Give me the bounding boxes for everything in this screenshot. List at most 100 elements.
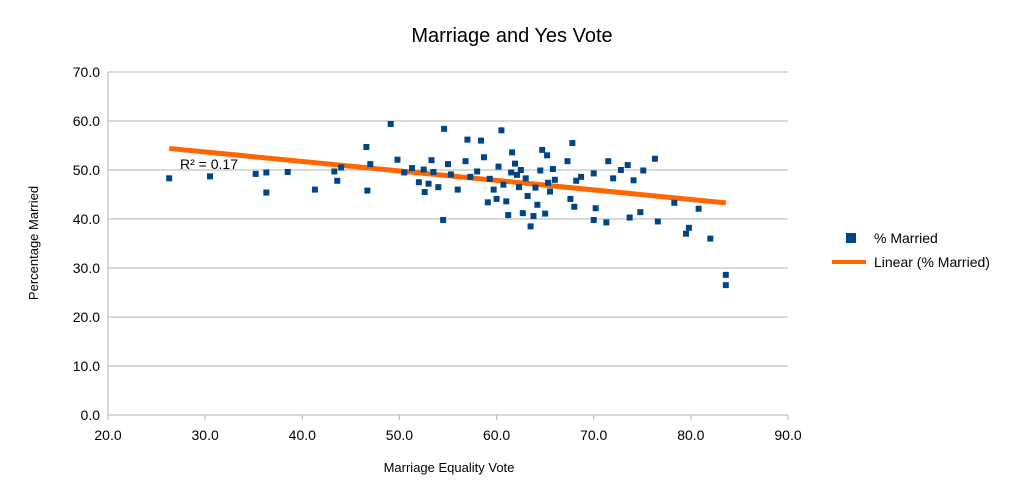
data-point [530,213,537,220]
data-point [707,235,714,242]
data-point [592,205,599,212]
data-point [505,212,512,219]
data-point [542,210,549,217]
y-tick-label: 50.0 [73,162,100,178]
data-point [338,164,345,171]
data-point [671,199,678,206]
data-point [605,158,612,165]
chart-title: Marriage and Yes Vote [411,25,612,47]
data-point [263,169,270,176]
data-point [252,170,259,177]
y-tick-label: 60.0 [73,113,100,129]
x-tick-label: 50.0 [386,427,413,443]
data-point [564,158,571,165]
legend-label-linear: Linear (% Married) [874,254,990,270]
data-point [394,156,401,163]
data-point [544,152,551,159]
data-point [547,188,553,195]
y-tick-label: 30.0 [73,260,100,276]
data-point [527,223,534,230]
data-point [513,171,520,178]
data-point [522,175,529,182]
data-points [166,120,729,289]
data-point [440,216,447,223]
data-point [421,189,428,196]
data-point [447,171,454,178]
axes [107,72,789,420]
data-point [493,195,500,202]
data-point [517,167,524,173]
data-point [519,210,526,217]
legend: % Married Linear (% Married) [832,230,990,270]
data-point [467,173,474,180]
x-axis-label: Marriage Equality Vote [384,460,515,475]
data-point [590,170,597,177]
data-point [441,125,448,132]
data-point [367,161,374,168]
data-point [364,187,371,194]
data-point [549,166,556,173]
gridlines [108,71,788,416]
data-point [567,195,574,202]
data-point [495,163,502,170]
trendline [168,145,727,206]
data-point [603,219,610,226]
x-tick-label: 60.0 [483,427,510,443]
x-tick-label: 70.0 [580,427,607,443]
data-point [420,166,427,173]
y-tick-label: 70.0 [73,64,100,80]
data-point [462,158,469,165]
data-point [484,199,491,206]
data-point [637,209,644,216]
data-point [284,168,291,175]
data-point [425,180,432,187]
data-point [409,165,416,172]
data-point [524,192,531,199]
data-point [512,160,519,167]
data-point [539,146,546,153]
data-point [590,216,597,223]
data-point [508,169,515,176]
data-point [503,198,510,205]
data-point [207,173,213,180]
y-tick-label: 0.0 [81,407,101,423]
data-point [331,168,338,175]
x-tick-label: 80.0 [677,427,704,443]
data-point [478,137,485,144]
legend-marker-married [846,233,856,243]
data-point [617,167,624,173]
x-tick-label: 20.0 [94,427,121,443]
data-point [573,177,580,184]
data-point [430,168,437,175]
legend-label-married: % Married [874,230,938,246]
data-point [263,189,270,196]
data-point [578,173,585,180]
x-tick-label: 40.0 [289,427,316,443]
data-point [695,205,702,212]
data-point [624,162,631,169]
data-point [498,127,505,134]
data-point [532,184,539,191]
y-tick-label: 40.0 [73,211,100,227]
x-tick-label: 30.0 [192,427,219,443]
data-point [610,175,617,182]
data-point [515,184,522,191]
data-point [545,179,552,186]
data-point [685,224,692,231]
data-point [166,175,173,182]
data-point [722,282,729,289]
data-point [387,120,394,127]
data-point [311,186,318,193]
y-tick-label: 20.0 [73,309,100,325]
data-point [480,154,487,161]
data-point [509,149,516,156]
data-point [415,179,422,186]
data-point [537,167,544,174]
data-point [569,140,576,147]
data-point [490,186,497,193]
data-point [571,203,578,210]
data-point [454,186,461,193]
data-point [334,177,341,184]
r-squared-label: R² = 0.17 [180,156,238,172]
